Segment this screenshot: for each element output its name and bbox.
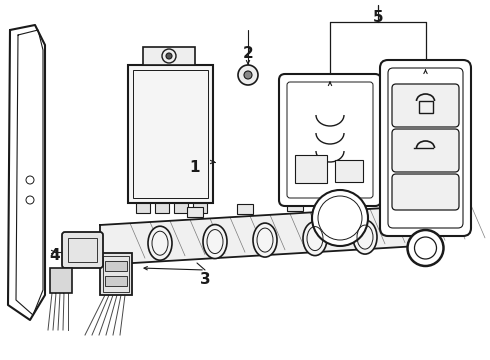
- Bar: [337, 198, 353, 208]
- Bar: [155, 203, 169, 213]
- Text: 5: 5: [373, 10, 383, 26]
- Text: 2: 2: [243, 45, 253, 60]
- Bar: [295, 155, 327, 183]
- Bar: [128, 65, 213, 203]
- Bar: [143, 47, 195, 65]
- Bar: [174, 203, 188, 213]
- Bar: [68, 238, 97, 262]
- Bar: [136, 203, 150, 213]
- Text: 3: 3: [200, 273, 210, 288]
- FancyBboxPatch shape: [62, 232, 103, 268]
- Ellipse shape: [253, 223, 277, 257]
- Bar: [105, 276, 127, 286]
- Circle shape: [312, 190, 368, 246]
- FancyBboxPatch shape: [392, 84, 459, 127]
- Bar: [237, 204, 253, 214]
- Bar: [100, 253, 132, 295]
- Bar: [335, 160, 363, 182]
- Bar: [187, 207, 203, 217]
- Bar: [287, 201, 303, 211]
- Bar: [103, 256, 129, 292]
- Bar: [105, 261, 127, 271]
- Ellipse shape: [148, 226, 172, 260]
- Text: 1: 1: [190, 161, 200, 175]
- Circle shape: [166, 53, 172, 59]
- FancyBboxPatch shape: [279, 74, 381, 206]
- Circle shape: [408, 230, 443, 266]
- Bar: [50, 268, 72, 293]
- Bar: [418, 101, 433, 113]
- FancyBboxPatch shape: [392, 129, 459, 172]
- Circle shape: [244, 71, 252, 79]
- Bar: [133, 70, 208, 198]
- Text: 4: 4: [49, 248, 60, 262]
- Ellipse shape: [353, 220, 377, 254]
- FancyBboxPatch shape: [392, 174, 459, 210]
- Ellipse shape: [303, 222, 327, 256]
- Circle shape: [238, 65, 258, 85]
- Bar: [193, 203, 207, 213]
- FancyBboxPatch shape: [380, 60, 471, 236]
- Text: 6: 6: [325, 222, 335, 238]
- Ellipse shape: [203, 225, 227, 258]
- Polygon shape: [100, 205, 435, 265]
